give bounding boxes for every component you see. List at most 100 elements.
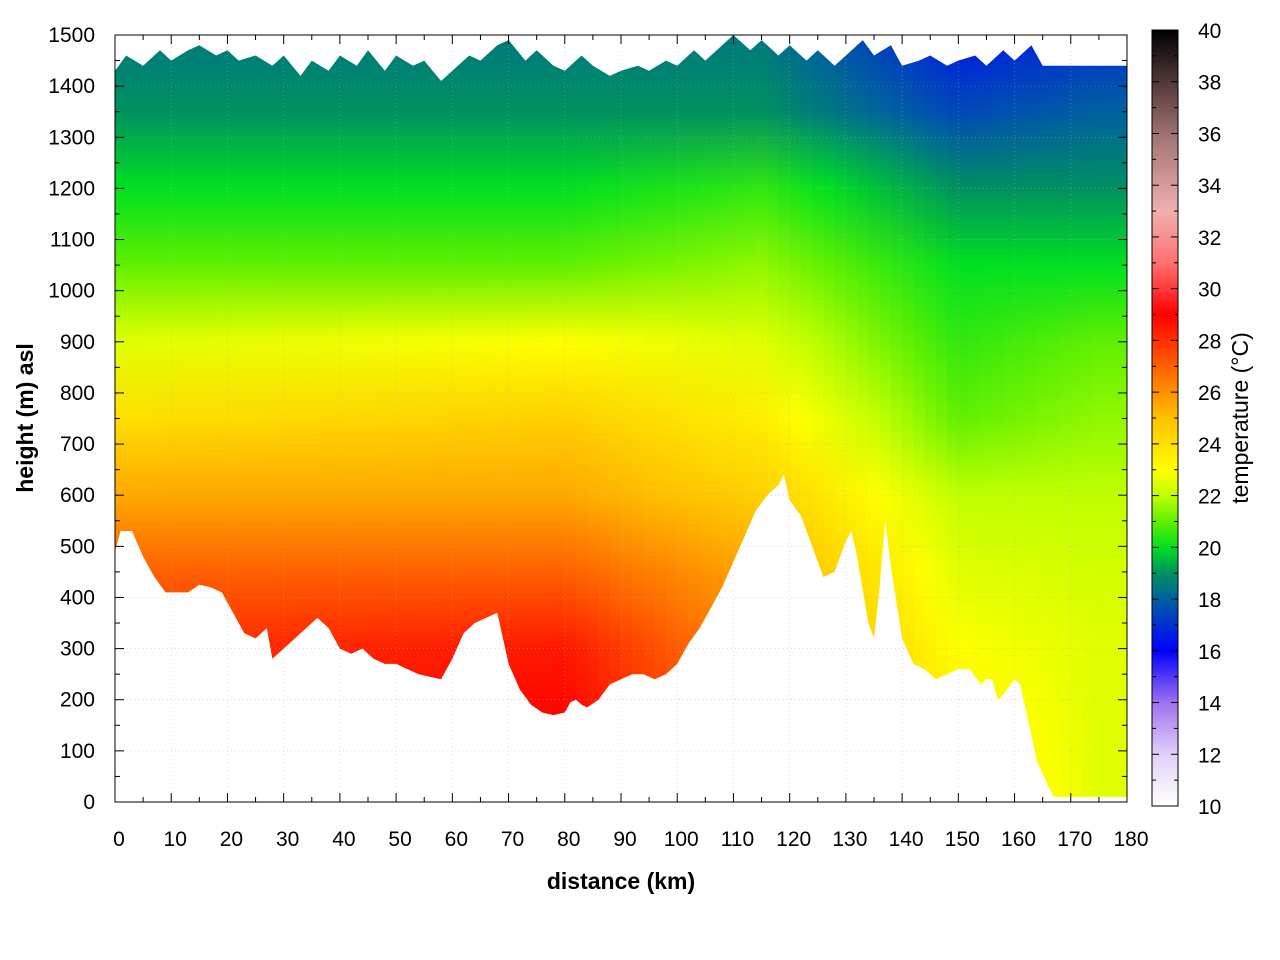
colorbar-label: temperature (°C) (1227, 332, 1253, 504)
temperature-field (115, 35, 1127, 797)
colorbar-tick-label: 36 (1198, 123, 1221, 146)
x-tick-label: 40 (332, 828, 355, 851)
x-tick-label: 90 (613, 828, 636, 851)
temperature-column (913, 35, 926, 797)
temperature-column (261, 35, 274, 797)
temperature-column (474, 35, 487, 797)
temperature-column (699, 35, 712, 797)
temperature-column (969, 35, 982, 797)
temperature-column (587, 35, 600, 797)
temperature-column (800, 35, 813, 797)
colorbar: 10 12 14 16 18 20 22 24 26 28 30 32 34 36 38 40 (1151, 20, 1222, 819)
temperature-column (609, 35, 622, 797)
temperature-column (654, 35, 667, 797)
x-tick-label: 10 (164, 828, 187, 851)
x-tick-label: 170 (1057, 828, 1092, 851)
temperature-column (1104, 35, 1117, 797)
temperature-column (159, 35, 172, 797)
grid-lines (115, 35, 1127, 802)
temperature-column (542, 35, 555, 797)
temperature-column (531, 35, 543, 797)
temperature-column (1070, 35, 1083, 797)
temperature-column (182, 35, 195, 797)
colorbar-tick-label: 34 (1198, 175, 1222, 198)
temperature-column (486, 35, 498, 797)
y-tick-label: 100 (60, 740, 95, 763)
x-tick-label: 0 (113, 828, 125, 851)
temperature-column (148, 35, 161, 797)
colorbar-tick-label: 12 (1198, 744, 1221, 767)
temperature-column (317, 35, 330, 797)
temperature-column (407, 35, 420, 797)
temperature-column (958, 35, 971, 797)
temperature-column (868, 35, 881, 797)
x-tick-label: 130 (832, 828, 867, 851)
temperature-column (947, 35, 959, 797)
temperature-column (418, 35, 431, 797)
temperature-column (204, 35, 217, 797)
colorbar-tick-label: 26 (1198, 382, 1221, 405)
x-tick-label: 50 (388, 828, 411, 851)
temperature-column (508, 35, 521, 797)
colorbar-tick-label: 22 (1198, 486, 1221, 509)
temperature-column (441, 35, 453, 797)
temperature-column (924, 35, 937, 797)
y-tick-label: 600 (60, 484, 95, 507)
temperature-column (1003, 35, 1016, 797)
temperature-column (1025, 35, 1038, 797)
temperature-column (272, 35, 285, 797)
x-tick-label: 20 (220, 828, 243, 851)
colorbar-tick-label: 38 (1198, 72, 1221, 95)
temperature-column (980, 35, 993, 797)
x-tick-label: 180 (1113, 828, 1148, 851)
y-tick-label: 300 (60, 638, 95, 661)
temperature-column (710, 35, 723, 797)
temperature-column (137, 35, 150, 797)
y-tick-label: 200 (60, 689, 95, 712)
temperature-column (227, 35, 240, 797)
colorbar-tick-label: 14 (1198, 693, 1222, 716)
y-tick-label: 900 (60, 331, 95, 354)
x-axis: 0 10 20 30 40 50 60 70 80 90 100 110 120 130 140 150 160… (113, 35, 1149, 851)
temperature-column (497, 35, 510, 797)
temperature-column (339, 35, 352, 797)
y-tick-label: 700 (60, 433, 95, 456)
temperature-column (992, 35, 1004, 797)
temperature-column (789, 35, 802, 797)
y-axis-label: height (m) asl (12, 343, 38, 493)
x-tick-label: 60 (445, 828, 468, 851)
temperature-column (935, 35, 948, 797)
temperature-column (778, 35, 791, 797)
x-tick-label: 30 (276, 828, 299, 851)
colorbar-tick-label: 24 (1198, 434, 1222, 457)
temperature-column (576, 35, 588, 797)
temperature-column (1059, 35, 1072, 797)
temperature-column (1115, 35, 1127, 797)
colorbar-tick-label: 28 (1198, 330, 1221, 353)
temperature-column (373, 35, 386, 797)
temperature-column (1048, 35, 1061, 797)
temperature-column (598, 35, 611, 797)
temperature-column (755, 35, 768, 797)
temperature-column (890, 35, 903, 797)
temperature-column (1014, 35, 1027, 797)
temperature-column (384, 35, 397, 797)
temperature-column (193, 35, 206, 797)
x-tick-label: 160 (1001, 828, 1036, 851)
temperature-column (283, 35, 296, 797)
temperature-column (1037, 35, 1049, 797)
temperature-column (879, 35, 892, 797)
temperature-column (845, 35, 858, 797)
temperature-column (396, 35, 408, 797)
colorbar-tick-label: 40 (1198, 20, 1221, 43)
y-tick-label: 1300 (48, 126, 95, 149)
temperature-column (126, 35, 139, 797)
temperature-column (238, 35, 251, 797)
temperature-column (733, 35, 746, 797)
temperature-column (632, 35, 645, 797)
temperature-column (902, 35, 914, 797)
temperature-column (621, 35, 633, 797)
temperature-column (688, 35, 701, 797)
x-tick-label: 70 (501, 828, 524, 851)
x-tick-label: 140 (889, 828, 924, 851)
